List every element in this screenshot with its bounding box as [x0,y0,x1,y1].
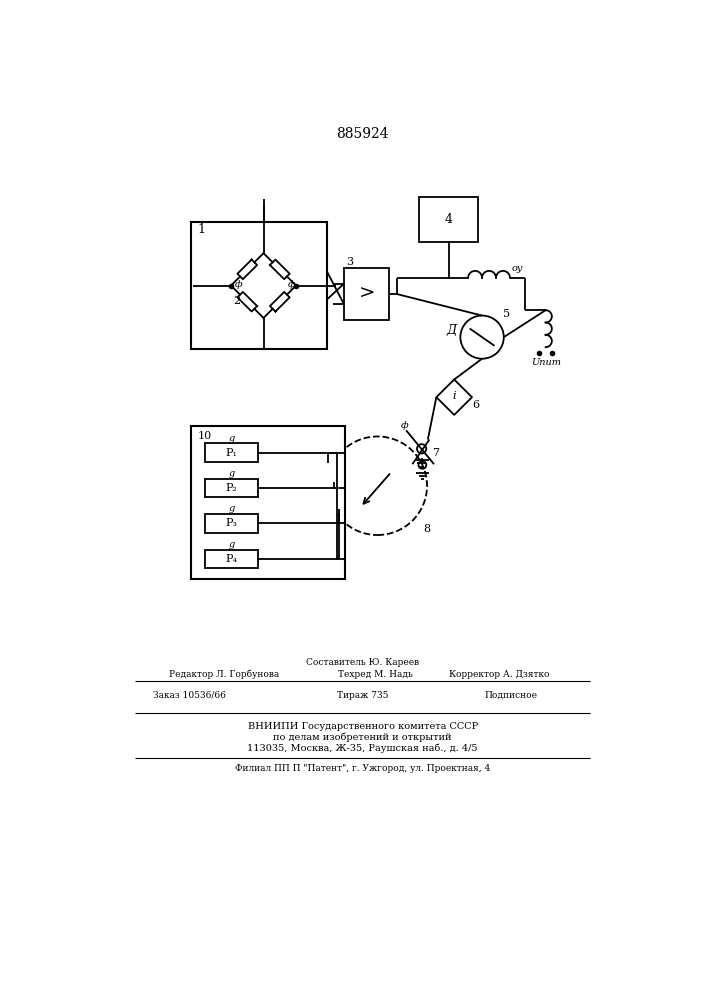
Bar [206,443,258,462]
Text: i: i [452,391,456,401]
Text: Корректор А. Дзятко: Корректор А. Дзятко [449,670,549,679]
Bar [206,514,258,533]
Text: P₄: P₄ [226,554,238,564]
Text: 10: 10 [198,431,212,441]
Text: 4: 4 [445,213,452,226]
Text: g: g [228,434,235,443]
Bar [344,268,389,320]
Text: ф: ф [288,280,296,289]
Bar [206,479,258,497]
Text: ВНИИПИ Государственного комитета СССР: ВНИИПИ Государственного комитета СССР [247,722,478,731]
Text: Д: Д [446,324,456,337]
Text: 7: 7 [432,448,439,458]
Text: g: g [228,469,235,478]
Text: g: g [228,540,235,549]
Text: Заказ 10536/66: Заказ 10536/66 [153,691,226,700]
Text: 8: 8 [423,524,431,534]
Text: ф: ф [235,280,243,289]
Text: Составитель Ю. Кареев: Составитель Ю. Кареев [306,658,419,667]
Text: 6: 6 [472,400,479,410]
Bar [192,222,327,349]
Text: 885924: 885924 [337,127,389,141]
Text: Тираж 735: Тираж 735 [337,691,388,700]
Text: 1: 1 [198,223,206,236]
Text: Техред М. Надь: Техред М. Надь [338,670,413,679]
Text: P₁: P₁ [226,448,238,458]
Text: 2: 2 [233,296,241,306]
Text: Подписное: Подписное [484,691,537,700]
Text: 113035, Москва, Ж-35, Раушская наб., д. 4/5: 113035, Москва, Ж-35, Раушская наб., д. … [247,744,478,753]
Text: ф: ф [401,421,409,430]
Text: 3: 3 [346,257,354,267]
Text: оу: оу [512,264,523,273]
Text: >: > [358,285,375,303]
Bar [419,197,478,242]
Text: Филиал ПП П "Патент", г. Ужгород, ул. Проектная, 4: Филиал ПП П "Патент", г. Ужгород, ул. Пр… [235,764,491,773]
Bar [192,426,345,579]
Text: P₂: P₂ [226,483,238,493]
Bar [206,550,258,568]
Text: Uпит: Uпит [531,358,561,367]
Text: P₃: P₃ [226,518,238,528]
Text: по делам изобретений и открытий: по делам изобретений и открытий [274,733,452,742]
Text: Редактор Л. Горбунова: Редактор Л. Горбунова [169,670,279,679]
Text: 5: 5 [503,309,510,319]
Text: g: g [228,504,235,513]
